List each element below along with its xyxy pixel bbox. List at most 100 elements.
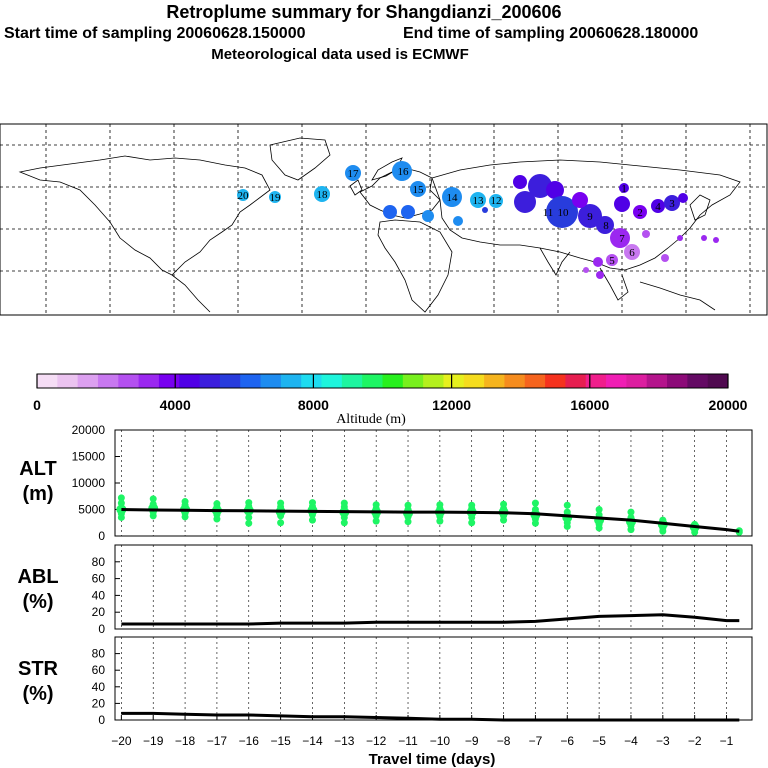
plume-label: 18 (317, 189, 329, 201)
str-frame (114, 636, 753, 721)
alt-unit: (m) (22, 483, 53, 505)
colorbar-swatch (158, 374, 180, 388)
colorbar-swatch (687, 374, 709, 388)
plume-circle (489, 194, 503, 208)
alt-spread-point (181, 498, 189, 506)
met-data-label: Meteorological data used is ECMWF (211, 46, 469, 63)
alt-spread-point (468, 501, 476, 509)
panel-abl: 0 20 40 60 80 ABL (%) (17, 544, 753, 636)
str-label: STR (18, 658, 59, 680)
x-tick-label: −5 (592, 734, 606, 748)
colorbar-swatch (463, 374, 485, 388)
colorbar-title: Altitude (m) (336, 412, 406, 427)
altitude-colorbar: 0 4000 8000 12000 16000 20000 (33, 373, 748, 413)
plume-circle (314, 186, 330, 202)
colorbar-swatch (585, 374, 607, 388)
plume-label: 5 (609, 255, 615, 267)
alt-spread-point (117, 499, 125, 507)
alt-spread-point (436, 501, 444, 509)
colorbar-swatch (667, 374, 688, 388)
alt-spread-point (245, 513, 253, 521)
plume-label: 4 (655, 201, 661, 213)
plume-circle (596, 216, 614, 234)
plume-circle (572, 192, 588, 208)
str-ytick-label: 20 (92, 696, 106, 710)
plume-circle (642, 230, 650, 238)
x-tick-label: −8 (497, 734, 511, 748)
x-tick-label: −9 (465, 734, 479, 748)
coastlines (18, 137, 741, 313)
str-ytick-label: 60 (92, 663, 106, 677)
colorbar-swatch (545, 374, 566, 388)
plume-circle (578, 204, 602, 228)
plume-circle (610, 228, 630, 248)
plume-circle (453, 216, 463, 226)
x-tick-label: −12 (366, 734, 387, 748)
str-ytick-label: 0 (98, 713, 105, 727)
abl-unit: (%) (22, 591, 53, 613)
x-tick-label: −6 (560, 734, 574, 748)
alt-spread-point (308, 499, 316, 507)
alt-spread-point (116, 504, 127, 515)
colorbar-swatch (565, 374, 587, 388)
alt-frame (114, 429, 753, 537)
abl-ytick-label: 0 (98, 622, 105, 636)
x-tick-label: −10 (430, 734, 451, 748)
plume-circle (633, 205, 647, 219)
alt-spread-point (563, 508, 571, 516)
colorbar-swatch (199, 374, 221, 388)
x-tick-label: −11 (398, 734, 418, 748)
chart-title: Retroplume summary for Shangdianzi_20060… (166, 2, 562, 22)
x-tick-label: −13 (334, 734, 355, 748)
colorbar-swatch (402, 374, 424, 388)
end-time-label: End time of sampling 20060628.180000 (403, 25, 699, 42)
plume-circle (651, 199, 665, 213)
alt-spread-point (500, 500, 508, 508)
str-ytick-label: 40 (92, 680, 106, 694)
colorbar-swatch (240, 374, 262, 388)
colorbar-swatch (707, 374, 729, 388)
alt-ytick-label: 15000 (72, 450, 106, 464)
map-frame (0, 123, 768, 316)
plume-circle (593, 257, 603, 267)
alt-spread-point (213, 500, 221, 508)
plume-label: 8 (603, 220, 609, 232)
colorbar-tick-label: 16000 (570, 397, 609, 413)
x-tick-label: −2 (688, 734, 702, 748)
plume-label: 12 (491, 195, 502, 207)
plume-label: 16 (398, 166, 410, 178)
alt-spread-point (468, 519, 476, 527)
plume-label: 20 (238, 190, 250, 202)
alt-spread-point (149, 495, 157, 503)
alt-ytick-label: 20000 (72, 423, 106, 437)
plume-circle (677, 235, 683, 241)
colorbar-swatch (97, 374, 119, 388)
colorbar-swatch (260, 374, 282, 388)
colorbar-swatch (118, 374, 140, 388)
colorbar-swatch (484, 374, 505, 388)
plume-circle (410, 181, 426, 197)
alt-spread-point (117, 494, 125, 502)
alt-spread-point (372, 501, 380, 509)
alt-spread-point (340, 499, 348, 507)
x-axis-title: Travel time (days) (369, 751, 496, 768)
alt-spread-point (245, 499, 253, 507)
colorbar-tick-label: 12000 (432, 397, 471, 413)
plume-label: 10 (558, 207, 570, 219)
panel-str: 0 20 40 60 80 STR (%) (18, 636, 753, 727)
x-tick-label: −3 (656, 734, 670, 748)
x-tick-label: −16 (239, 734, 260, 748)
plume-label: 13 (473, 195, 485, 207)
plume-circle (664, 195, 680, 211)
plume-circle (513, 175, 527, 189)
x-tick-label: −17 (207, 734, 228, 748)
x-tick-label: −20 (111, 734, 132, 748)
colorbar-swatch (646, 374, 668, 388)
plume-circle (606, 254, 618, 266)
colorbar-tick-label: 8000 (298, 397, 329, 413)
alt-spread-point (531, 506, 539, 513)
abl-ytick-label: 80 (92, 555, 106, 569)
abl-mean-line (121, 613, 740, 626)
abl-ytick-label: 60 (92, 572, 106, 586)
